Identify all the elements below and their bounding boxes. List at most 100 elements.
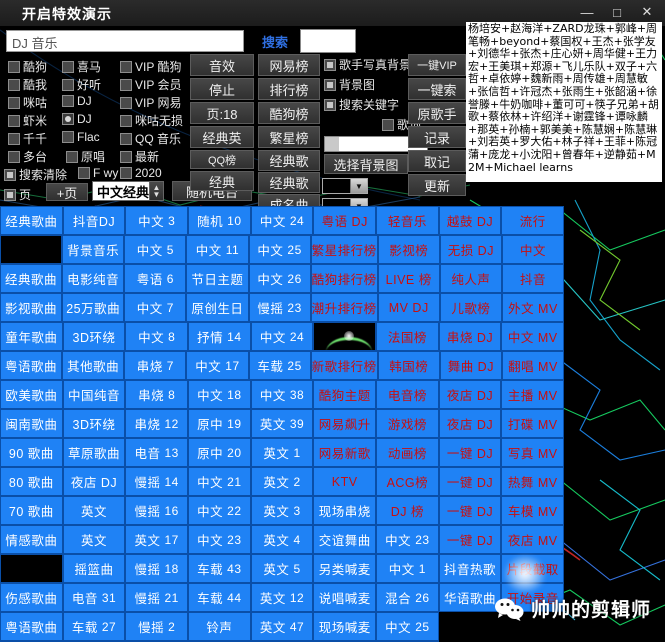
grid-cell-button[interactable]: 粤语 6 xyxy=(124,264,187,293)
grid-cell-button[interactable]: 中文 11 xyxy=(186,235,249,264)
grid-cell-button[interactable]: ACG榜 xyxy=(376,467,439,496)
grid-cell-button[interactable]: 慢摇 16 xyxy=(125,496,189,525)
grid-cell-button[interactable]: 慢摇 21 xyxy=(125,583,189,612)
grid-cell-button[interactable]: 原中 20 xyxy=(188,438,251,467)
chevron-down-icon[interactable]: ▼ xyxy=(350,179,367,193)
grid-cell-button[interactable]: 闽南歌曲 xyxy=(0,409,63,438)
grid-cell-button[interactable]: 翻唱 MV xyxy=(501,351,565,380)
grid-cell-button[interactable]: 慢摇 14 xyxy=(125,467,189,496)
grid-cell-button[interactable]: 儿歌榜 xyxy=(439,293,502,322)
grid-cell-button[interactable]: 经典歌曲 xyxy=(0,206,63,235)
grid-cell-button[interactable]: 抒情 14 xyxy=(188,322,251,351)
grid-cell-button[interactable]: 摇篮曲 xyxy=(62,554,126,583)
stop-button[interactable]: 停止 xyxy=(190,78,254,100)
grid-cell-button[interactable]: 串烧 12 xyxy=(125,409,189,438)
classic-english-button[interactable]: 经典英 xyxy=(190,126,254,148)
grid-cell-button[interactable]: 电影纯音 xyxy=(62,264,125,293)
checkbox-flac[interactable]: Flac xyxy=(62,130,100,144)
checkbox-fwy[interactable]: F wy xyxy=(78,166,118,180)
grid-cell-button[interactable]: 串烧 8 xyxy=(125,380,189,409)
grid-cell-button[interactable]: 中文 7 xyxy=(124,293,187,322)
grid-cell-button[interactable]: 打碟 MV xyxy=(501,409,565,438)
grid-cell-button[interactable]: LIVE 榜 xyxy=(377,264,440,293)
grid-cell-button[interactable]: 经典歌曲 xyxy=(0,264,63,293)
grid-cell-button[interactable]: 中文 25 xyxy=(248,235,311,264)
grid-cell-button[interactable]: 中文 22 xyxy=(188,496,251,525)
grid-cell-button[interactable]: 夜店 DJ xyxy=(438,409,502,438)
grid-cell-button[interactable]: 影视歌曲 xyxy=(0,293,63,322)
grid-cell-button[interactable]: DJ 榜 xyxy=(376,496,439,525)
search-button[interactable]: 搜索 xyxy=(262,35,289,50)
checkbox-qianqian[interactable]: 千千 xyxy=(8,130,47,147)
grid-cell-button[interactable]: 中文 5 xyxy=(124,235,187,264)
grid-cell-button[interactable]: 主播 MV xyxy=(501,380,565,409)
netease-chart-button[interactable]: 网易榜 xyxy=(258,54,320,76)
checkbox-search-keyword[interactable]: 搜索关键字 xyxy=(324,96,399,113)
grid-cell-button[interactable]: 中文 38 xyxy=(250,380,314,409)
minimize-button[interactable]: — xyxy=(580,4,594,20)
cancel-record-button[interactable]: 取记 xyxy=(408,150,466,172)
category-select[interactable]: 中文经典 ▲ ▼ xyxy=(92,181,164,201)
checkbox-latest[interactable]: 最新 xyxy=(120,148,159,165)
original-singer-button[interactable]: 原歌手 xyxy=(408,102,466,124)
checkbox-dj[interactable]: DJ xyxy=(62,94,92,108)
grid-cell-button[interactable]: 纯人声 xyxy=(439,264,502,293)
grid-cell-button[interactable]: 慢摇 18 xyxy=(125,554,189,583)
select-background-button[interactable]: 选择背景图 xyxy=(324,154,408,174)
grid-cell-button[interactable]: 粤语歌曲 xyxy=(0,351,63,380)
grid-cell-button[interactable]: 中文 26 xyxy=(248,264,311,293)
grid-cell-button[interactable]: 夜店 MV xyxy=(501,525,565,554)
grid-cell-button[interactable]: 现场串烧 xyxy=(313,496,377,525)
checkbox-qq-music[interactable]: QQ 音乐 xyxy=(120,130,181,147)
checkbox-migu-lossless[interactable]: 咪咕无损 xyxy=(120,112,183,129)
grid-cell-button[interactable]: 另类喊麦 xyxy=(313,554,377,583)
checkbox-page[interactable]: 页 xyxy=(4,186,31,203)
grid-cell-button[interactable]: 夜店 DJ xyxy=(438,380,502,409)
grid-cell-button[interactable]: 粤语 DJ xyxy=(313,206,377,235)
grid-cell-button[interactable]: 夜店 DJ xyxy=(62,467,126,496)
grid-cell-button[interactable]: 网易飙升 xyxy=(313,409,377,438)
grid-cell-button[interactable]: 动画榜 xyxy=(376,438,439,467)
classic-songs-button-1[interactable]: 经典歌 xyxy=(258,150,320,171)
grid-cell-button[interactable]: 英文 xyxy=(62,525,126,554)
grid-cell-button[interactable]: 电音 13 xyxy=(125,438,189,467)
grid-cell-button[interactable]: 铃声 xyxy=(188,612,251,641)
grid-cell-button[interactable]: 中文 1 xyxy=(376,554,439,583)
grid-cell-button[interactable]: 中文 23 xyxy=(188,525,251,554)
radio-dj[interactable]: DJ xyxy=(62,112,92,126)
close-button[interactable]: ✕ xyxy=(641,4,653,19)
chevron-updown-icon[interactable]: ▲ ▼ xyxy=(149,182,163,200)
grid-cell-button[interactable]: 英文 39 xyxy=(250,409,314,438)
grid-cell-button[interactable]: 轻音乐 xyxy=(376,206,439,235)
grid-cell-button[interactable]: 抖音 xyxy=(501,264,565,293)
grid-cell-button[interactable]: 英文 xyxy=(62,496,126,525)
grid-cell-button[interactable]: 无损 DJ xyxy=(439,235,502,264)
grid-cell-button[interactable]: 中文 25 xyxy=(376,612,439,641)
grid-cell-button[interactable]: 情感歌曲 xyxy=(0,525,63,554)
grid-cell-button[interactable]: 英文 5 xyxy=(250,554,314,583)
one-click-vip-button[interactable]: 一键VIP xyxy=(408,54,466,76)
grid-cell-button[interactable]: 一键 DJ xyxy=(438,438,502,467)
grid-cell-button[interactable]: 3D环绕 xyxy=(62,409,126,438)
sound-effect-button[interactable]: 音效 xyxy=(190,54,254,76)
grid-cell-button[interactable]: 车载 44 xyxy=(188,583,251,612)
grid-cell-button[interactable]: 车载 25 xyxy=(248,351,311,380)
grid-cell-button[interactable]: 英文 4 xyxy=(250,525,314,554)
grid-cell-button[interactable]: 酷狗主题 xyxy=(313,380,377,409)
classic-button[interactable]: 经典 xyxy=(190,171,254,191)
record-button[interactable]: 记录 xyxy=(408,126,466,148)
grid-cell-button[interactable]: 法国榜 xyxy=(376,322,439,351)
grid-cell-button[interactable]: 写真 MV xyxy=(501,438,565,467)
ranking-chart-button[interactable]: 排行榜 xyxy=(258,78,320,100)
checkbox-2020[interactable]: 2020 xyxy=(120,166,162,180)
grid-cell-button[interactable]: 混合 26 xyxy=(376,583,439,612)
grid-cell-button[interactable]: 一键 DJ xyxy=(438,496,502,525)
page-plus-button[interactable]: +页 xyxy=(46,183,88,201)
grid-cell-button[interactable]: 中文 18 xyxy=(188,380,251,409)
one-click-search-button[interactable]: 一键索 xyxy=(408,78,466,100)
secondary-search-input[interactable] xyxy=(300,29,356,53)
grid-cell-button[interactable]: 粤语歌曲 xyxy=(0,612,63,641)
grid-cell-button[interactable]: 中文 3 xyxy=(125,206,189,235)
grid-cell-button[interactable]: 英文 12 xyxy=(250,583,314,612)
background-option-select-1[interactable]: ▼ xyxy=(322,178,368,194)
